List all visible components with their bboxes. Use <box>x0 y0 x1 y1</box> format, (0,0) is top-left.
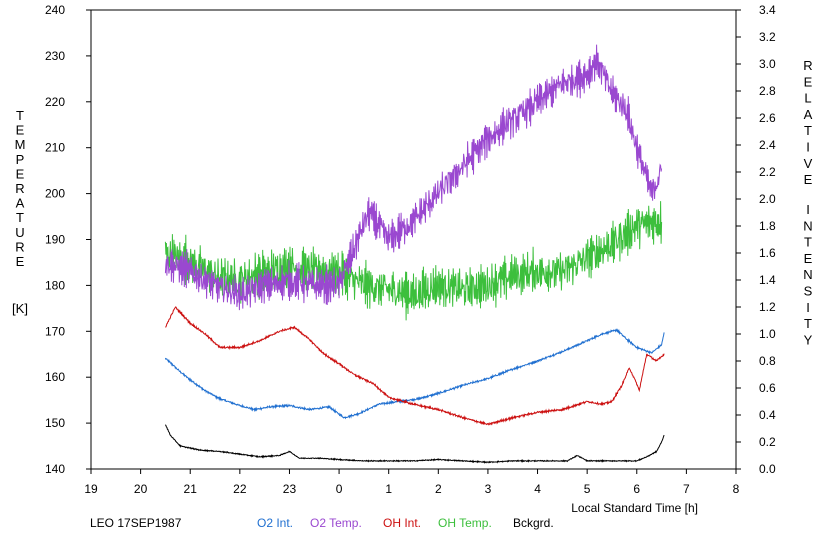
plot-series-group <box>164 44 665 464</box>
x-axis-label: Local Standard Time [h] <box>571 501 698 515</box>
x-tick-label: 6 <box>633 482 640 496</box>
y-right-label-letter: T <box>804 316 812 331</box>
y-right-tick-label: 3.4 <box>759 3 776 17</box>
x-tick-label: 3 <box>485 482 492 496</box>
legend-entry: OH Int. <box>383 516 421 530</box>
y-right-label-letter: I <box>806 300 810 315</box>
y-right-label-letter: S <box>804 284 813 299</box>
y-left-tick-label: 220 <box>45 95 65 109</box>
x-tick-label: 4 <box>534 482 541 496</box>
y-left-tick-label: 170 <box>45 324 65 338</box>
y-left-label-letter: R <box>15 181 24 196</box>
y-right-tick-label: 1.8 <box>759 219 776 233</box>
y-right-label-letter: L <box>804 91 811 106</box>
y-right-label-letter: E <box>804 172 813 187</box>
y-right-label-letter: Y <box>804 332 813 347</box>
legend-entry: OH Temp. <box>438 516 492 530</box>
legend-entry: O2 Int. <box>257 516 293 530</box>
y-left-label-letter: T <box>16 108 24 123</box>
y-left-unit-label: [K] <box>12 301 28 316</box>
y-right-tick-label: 2.6 <box>759 111 776 125</box>
axis-ticks-group: 19 20 21 22 23 0 1 2 3 4 5 6 7 8140150160170180190200… <box>45 3 776 496</box>
y-right-label-letter: I <box>806 202 810 217</box>
x-tick-label: 22 <box>233 482 247 496</box>
x-tick-label: 23 <box>283 482 297 496</box>
y-right-tick-label: 2.0 <box>759 192 776 206</box>
y-right-tick-label: 1.6 <box>759 246 776 260</box>
x-tick-label: 2 <box>435 482 442 496</box>
x-tick-label: 21 <box>184 482 198 496</box>
y-right-tick-label: 0.8 <box>759 354 776 368</box>
y-right-tick-label: 2.2 <box>759 165 776 179</box>
y-right-tick-label: 2.4 <box>759 138 776 152</box>
legend-entry: Bckgrd. <box>513 516 554 530</box>
y-left-label-letter: R <box>15 239 24 254</box>
y-right-tick-label: 0.2 <box>759 435 776 449</box>
y-right-tick-label: 2.8 <box>759 84 776 98</box>
legend: O2 Int. O2 Temp. OH Int. OH Temp. Bckgrd. <box>257 516 554 530</box>
y-left-label-letter: E <box>16 123 25 138</box>
y-right-tick-label: 0.4 <box>759 408 776 422</box>
y-right-tick-label: 1.2 <box>759 300 776 314</box>
y-right-tick-label: 0.6 <box>759 381 776 395</box>
y-left-label-letter: P <box>16 152 25 167</box>
y-right-label-letter: I <box>806 140 810 155</box>
y-right-tick-label: 3.2 <box>759 30 776 44</box>
series-line-bckgrd <box>164 424 665 464</box>
y-left-tick-label: 150 <box>45 416 65 430</box>
y-left-tick-label: 230 <box>45 49 65 63</box>
y-right-label-letter: V <box>804 156 813 171</box>
y-right-tick-label: 0.0 <box>759 462 776 476</box>
y-left-label-letter: E <box>16 166 25 181</box>
legend-entry: O2 Temp. <box>310 516 362 530</box>
x-tick-label: 0 <box>336 482 343 496</box>
y-right-tick-label: 1.0 <box>759 327 776 341</box>
y-left-tick-label: 160 <box>45 370 65 384</box>
series-line-o2-temp <box>164 44 663 311</box>
y-right-label-letter: T <box>804 123 812 138</box>
y-left-label-letter: E <box>16 254 25 269</box>
y-left-tick-label: 190 <box>45 233 65 247</box>
y-left-tick-label: 180 <box>45 278 65 292</box>
x-tick-label: 20 <box>134 482 148 496</box>
y-right-label-letter: N <box>803 267 812 282</box>
y-right-label-letter: T <box>804 235 812 250</box>
y-left-label-letter: T <box>16 210 24 225</box>
y-left-tick-label: 210 <box>45 141 65 155</box>
footer-label: LEO 17SEP1987 <box>90 516 182 530</box>
y-right-label-letter: N <box>803 218 812 233</box>
y-left-tick-label: 240 <box>45 3 65 17</box>
y-right-label-letter: A <box>804 107 813 122</box>
x-tick-label: 19 <box>84 482 98 496</box>
series-line-o2-int <box>164 327 665 420</box>
y-right-label-letter: R <box>803 58 812 73</box>
x-tick-label: 1 <box>385 482 392 496</box>
y-left-label-letter: M <box>15 137 26 152</box>
x-tick-label: 7 <box>683 482 690 496</box>
y-left-tick-label: 200 <box>45 187 65 201</box>
y-left-label-letter: A <box>16 196 25 211</box>
series-line-oh-temp <box>164 201 663 321</box>
y-left-tick-label: 140 <box>45 462 65 476</box>
series-line-oh-int <box>165 306 665 426</box>
x-tick-label: 8 <box>733 482 740 496</box>
y-right-label-letter: E <box>804 251 813 266</box>
y-right-tick-label: 1.4 <box>759 273 776 287</box>
x-tick-label: 5 <box>584 482 591 496</box>
y-right-tick-label: 3.0 <box>759 57 776 71</box>
y-right-label-letter: E <box>804 74 813 89</box>
y-left-label-letter: U <box>15 225 24 240</box>
